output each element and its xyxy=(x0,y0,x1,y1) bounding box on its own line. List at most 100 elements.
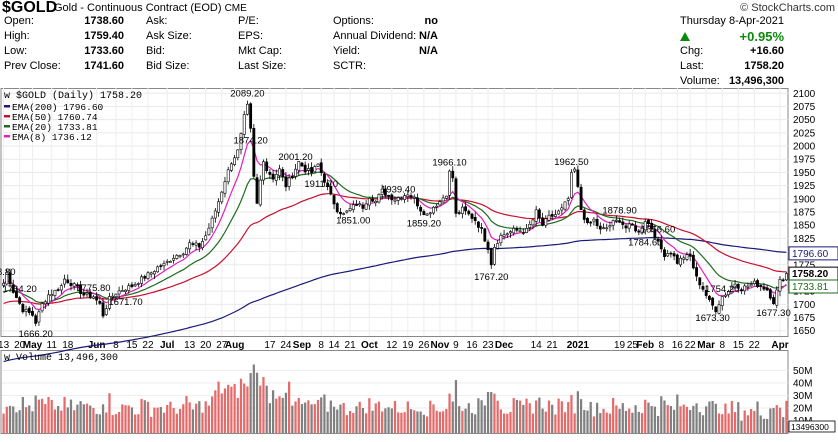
volume-bar xyxy=(37,399,41,433)
candle xyxy=(566,198,570,201)
y-tick-label: 1675 xyxy=(793,313,816,324)
volume-bar xyxy=(644,399,647,433)
y-tick-label: 1650 xyxy=(793,326,816,337)
volume-bar xyxy=(320,397,323,433)
quote-row: High: 1759.40 xyxy=(4,29,124,44)
candle xyxy=(647,219,650,225)
candle xyxy=(765,287,769,291)
quote-row: Open: 1738.60 xyxy=(4,14,124,29)
candle xyxy=(467,210,471,215)
volume-bar xyxy=(220,393,223,433)
volume-bar xyxy=(44,404,47,433)
volume-bar xyxy=(454,380,458,433)
volume-bar xyxy=(223,388,227,433)
candle xyxy=(130,284,134,287)
candle xyxy=(614,219,618,222)
candle xyxy=(630,224,634,226)
candle xyxy=(772,297,775,304)
quote-value: +16.60 xyxy=(750,45,784,57)
volume-bar xyxy=(640,413,644,433)
volume-bar xyxy=(339,404,342,433)
volume-bar xyxy=(345,415,349,433)
candle xyxy=(152,271,156,275)
volume-bar xyxy=(211,396,214,433)
volume-bar xyxy=(522,404,525,433)
candle xyxy=(457,212,461,214)
volume-bar xyxy=(551,404,554,433)
candle xyxy=(140,276,143,284)
candle xyxy=(255,177,259,204)
candle xyxy=(371,198,374,202)
candle xyxy=(66,279,70,284)
volume-bar xyxy=(377,401,381,433)
volume-bar xyxy=(114,414,118,433)
candle xyxy=(675,254,679,264)
exchange: CME xyxy=(224,3,247,14)
candle xyxy=(175,255,179,259)
volume-bar xyxy=(413,410,416,433)
instrument-name: Gold - Continuous Contract (EOD) CME xyxy=(54,2,247,14)
candle xyxy=(313,166,317,173)
volume-bar xyxy=(268,403,272,433)
candle xyxy=(40,303,44,312)
y-tick-label: 1950 xyxy=(793,168,816,179)
candle xyxy=(191,243,195,245)
price-label: 2089.20 xyxy=(230,89,264,100)
volume-bar xyxy=(143,400,146,433)
source-credit: © StockCharts.com xyxy=(740,2,835,14)
candle xyxy=(300,162,304,167)
volume-bar xyxy=(227,384,230,433)
candle xyxy=(422,211,426,215)
legend-item: EMA(50) 1760.74 xyxy=(12,112,98,123)
volume-bar xyxy=(695,403,698,433)
x-tick-label: 25 xyxy=(627,340,639,351)
volume-bar xyxy=(756,401,759,433)
candle xyxy=(650,223,654,230)
candle xyxy=(624,225,628,229)
volume-bar xyxy=(166,404,169,433)
candle xyxy=(367,198,371,206)
candle xyxy=(621,221,625,225)
candle xyxy=(21,303,25,313)
volume-bar xyxy=(323,394,326,433)
candle xyxy=(448,170,451,196)
quote-row: Prev Close: 1741.60 xyxy=(4,59,124,74)
quote-row: Annual Dividend: N/A xyxy=(333,29,438,44)
legend-swatch xyxy=(4,105,10,108)
volume-bar xyxy=(782,417,785,433)
candle xyxy=(518,230,522,233)
quote-value: N/A xyxy=(419,30,438,42)
x-tick-label: Aug xyxy=(225,340,244,351)
candle xyxy=(274,174,278,181)
price-label: 1775.80 xyxy=(76,283,110,294)
volume-bar xyxy=(368,398,371,433)
x-tick-label: Sep xyxy=(293,340,311,351)
volume-bar xyxy=(589,401,592,433)
volume-bar xyxy=(474,414,477,433)
volume-bar xyxy=(233,384,236,433)
candle xyxy=(217,201,220,213)
candle xyxy=(197,243,201,248)
x-tick-label: 8 xyxy=(719,340,725,351)
candle xyxy=(720,296,724,306)
volume-bar xyxy=(21,397,24,433)
price-label: 1856.60 xyxy=(641,225,675,236)
volume-bar xyxy=(403,412,406,433)
candle xyxy=(473,217,477,221)
volume-bar xyxy=(769,408,772,433)
volume-bar xyxy=(5,406,8,433)
volume-bar xyxy=(400,412,403,433)
volume-bar xyxy=(15,412,18,433)
vol-tick-label: 40M xyxy=(793,379,812,390)
candle xyxy=(563,201,567,210)
volume-bar xyxy=(425,416,429,433)
volume-bar xyxy=(300,404,304,433)
candle xyxy=(663,249,666,257)
x-tick-label: 16 xyxy=(672,340,684,351)
candle xyxy=(229,163,233,171)
volume-bar xyxy=(727,413,730,433)
candle xyxy=(602,227,605,229)
candle xyxy=(284,176,288,188)
volume-bar xyxy=(188,402,191,433)
candle xyxy=(493,247,496,265)
